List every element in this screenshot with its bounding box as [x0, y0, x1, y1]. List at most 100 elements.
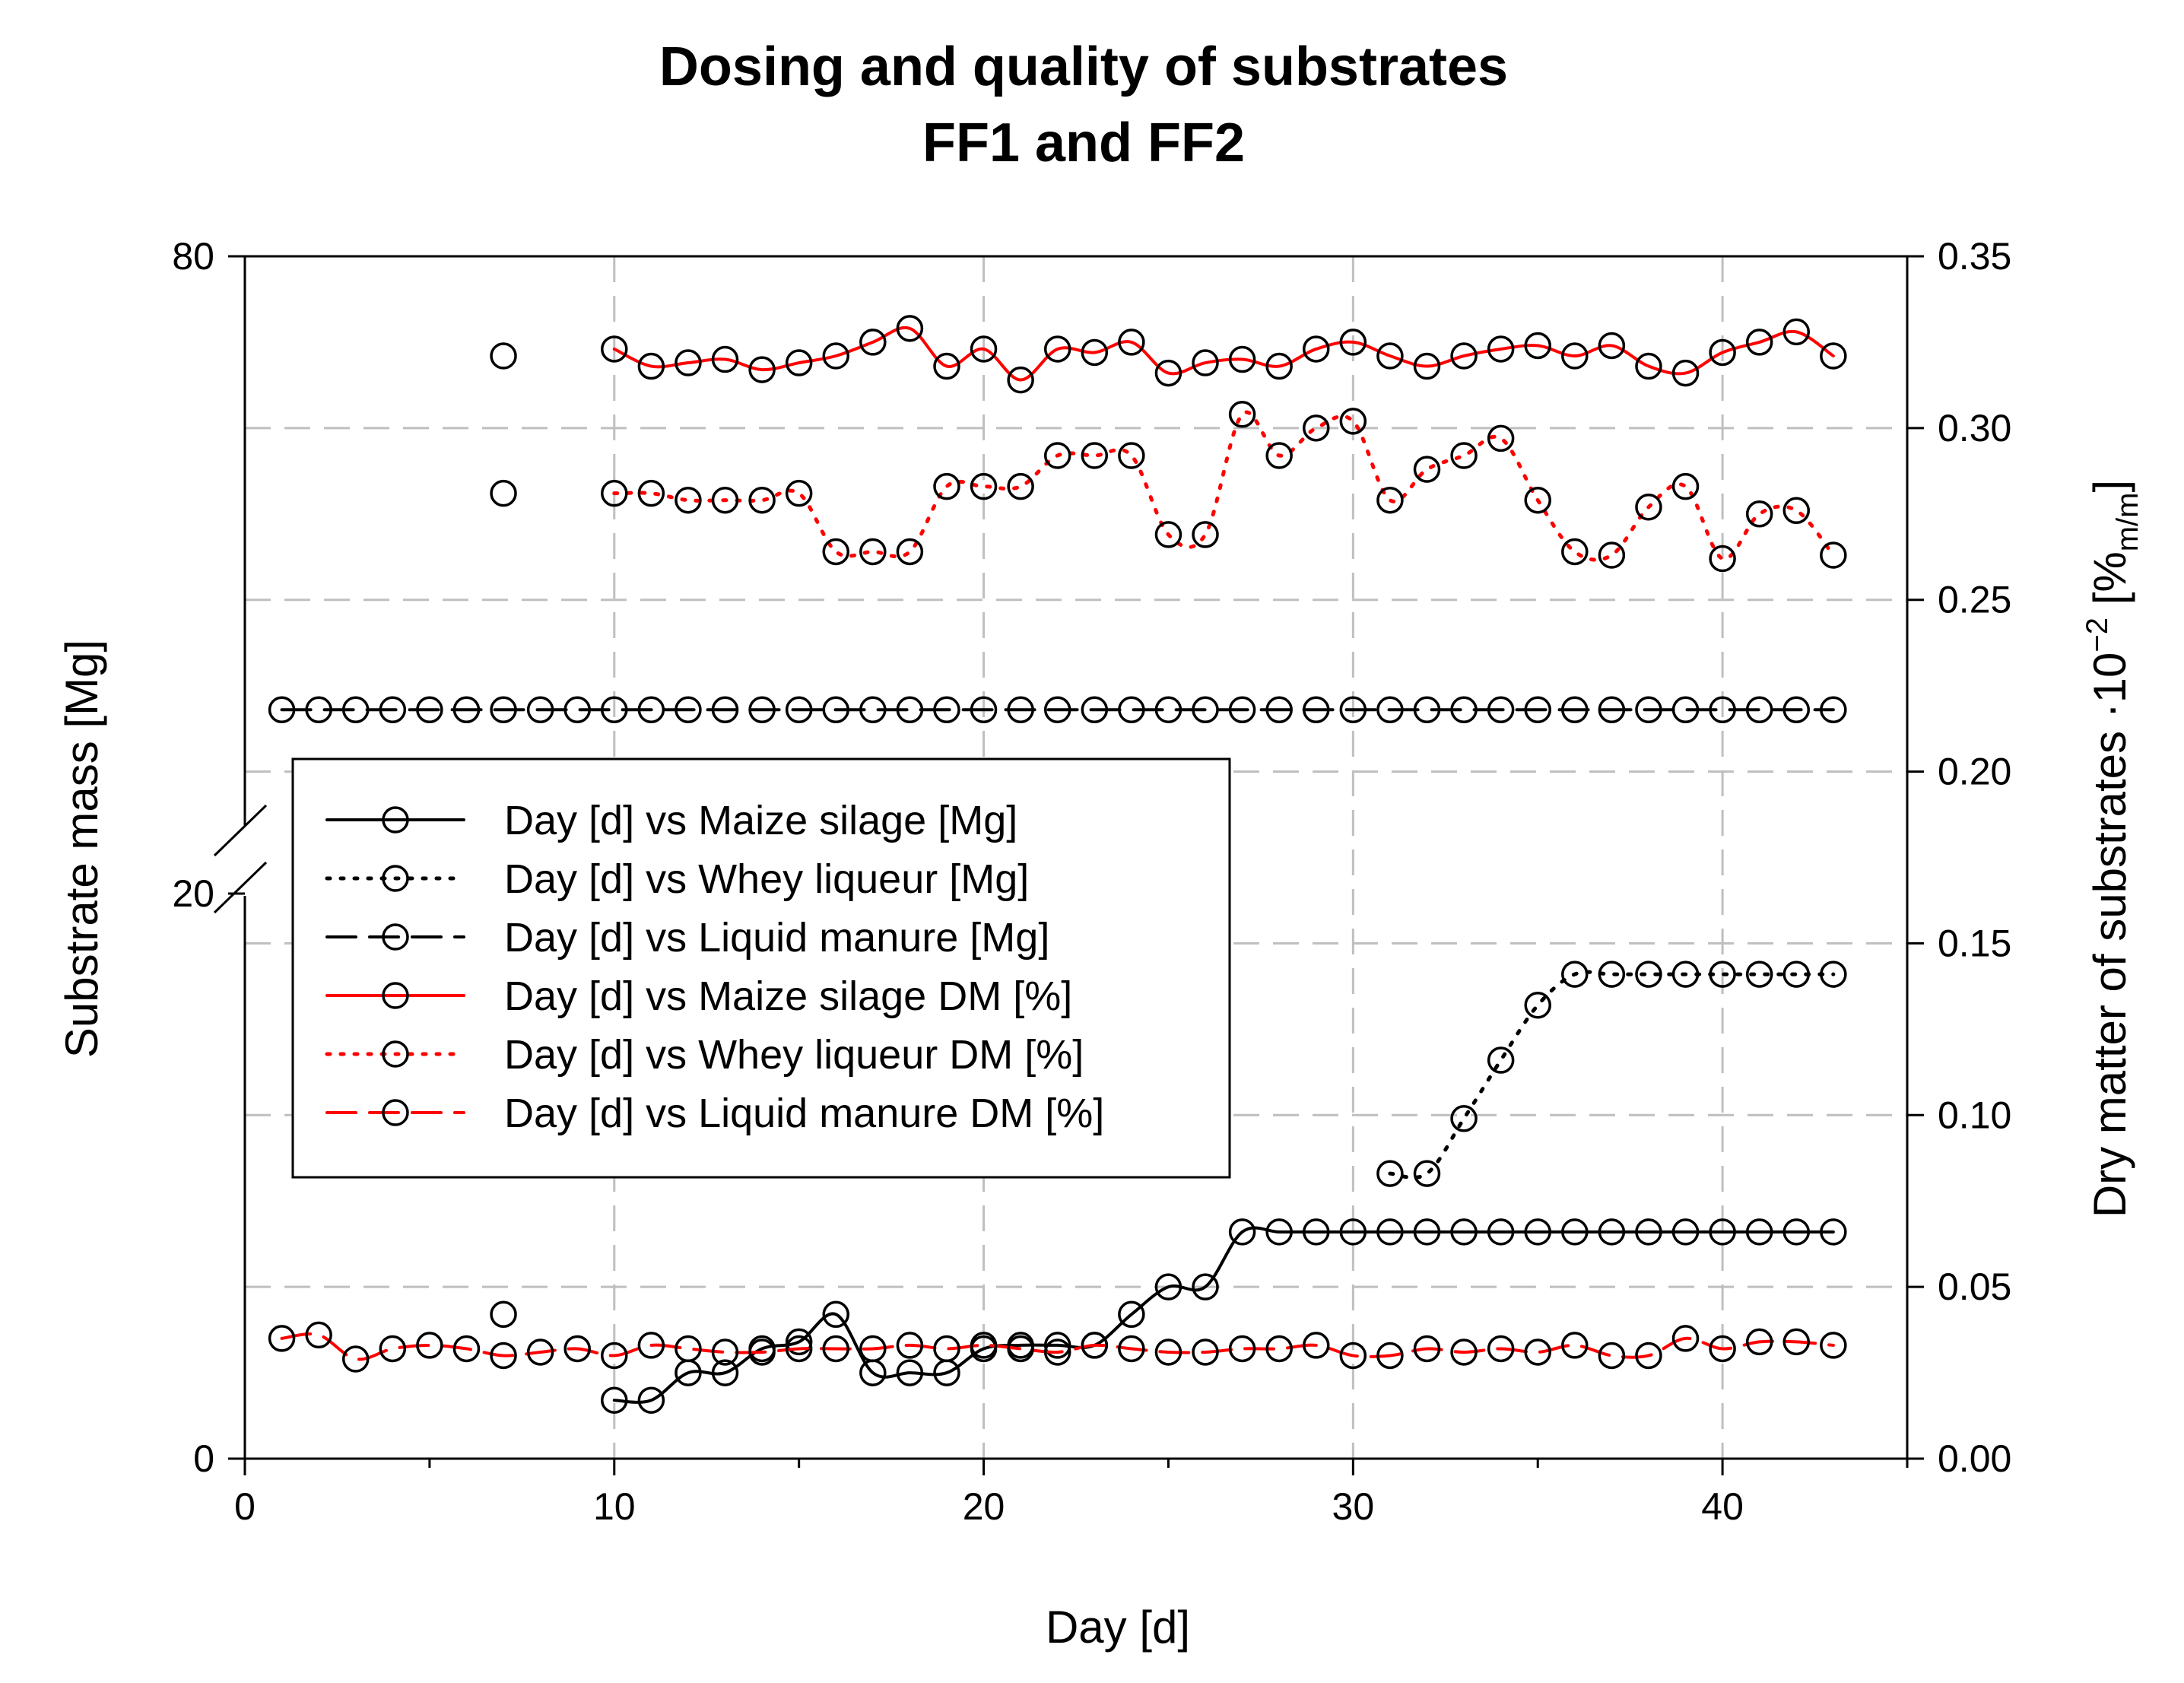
data-point — [1561, 696, 1589, 724]
data-point — [748, 356, 776, 383]
data-point — [1007, 472, 1034, 500]
y2-axis-label: Dry matter of substrates ·10−2 [%m/m] — [2081, 480, 2144, 1218]
data-point — [1376, 342, 1404, 370]
data-point — [1339, 329, 1367, 356]
data-point — [1265, 1335, 1293, 1363]
data-point — [785, 1328, 813, 1356]
data-point — [490, 479, 517, 507]
data-point — [1450, 1218, 1478, 1246]
data-point — [601, 1342, 628, 1370]
data-point — [1450, 1338, 1478, 1366]
data-point — [1376, 486, 1404, 514]
data-point — [785, 1335, 813, 1363]
data-point — [1154, 521, 1182, 548]
y-axis-label: Substrate mass [Mg] — [56, 640, 107, 1058]
data-point — [711, 345, 739, 373]
data-point — [822, 342, 849, 370]
data-point — [1709, 1218, 1736, 1246]
data-point — [1043, 442, 1071, 469]
data-point — [1671, 1218, 1700, 1246]
data-point — [1561, 961, 1589, 988]
data-point — [1007, 696, 1034, 724]
data-point — [711, 1338, 739, 1366]
axes: 0 10 20 30 40 0 20 80 0.00 0.05 0.10 0.15 0.20 0.25 0.… — [172, 235, 2011, 1528]
data-point — [1635, 494, 1662, 521]
data-point — [748, 696, 776, 724]
data-point — [1709, 696, 1736, 724]
data-point — [1376, 1342, 1404, 1370]
data-point — [1709, 338, 1736, 367]
data-point — [675, 486, 702, 514]
legend-label: Day [d] vs Whey liqueur DM [%] — [504, 1032, 1084, 1078]
data-point — [1450, 442, 1478, 469]
series-line — [280, 1332, 1835, 1361]
data-point — [268, 1325, 296, 1352]
data-point — [1671, 359, 1700, 387]
data-point — [1118, 329, 1145, 356]
data-point — [1709, 961, 1736, 988]
data-point — [1118, 442, 1145, 469]
y2-tick-label: 0.35 — [1938, 235, 2011, 278]
data-point — [1339, 408, 1367, 435]
data-point — [970, 696, 998, 724]
data-point — [1043, 335, 1071, 363]
data-point — [1154, 1338, 1182, 1366]
data-point — [1450, 342, 1478, 370]
data-point — [711, 696, 739, 724]
data-point — [1192, 696, 1219, 724]
data-point — [970, 1332, 998, 1359]
data-point — [1043, 1338, 1071, 1366]
legend-swatch-marker — [382, 923, 409, 951]
data-point — [601, 335, 628, 363]
legend-box — [291, 757, 1231, 1179]
data-point — [1154, 696, 1182, 724]
data-point — [822, 696, 849, 724]
data-point — [341, 1345, 370, 1373]
data-point — [416, 1332, 443, 1359]
data-point — [1413, 696, 1441, 724]
data-point — [896, 1359, 924, 1386]
data-point — [341, 696, 370, 724]
x-tick-label: 0 — [234, 1485, 256, 1528]
legend: Day [d] vs Maize silage [Mg] Day [d] vs W… — [291, 757, 1231, 1179]
data-point — [1303, 414, 1330, 442]
data-point — [1635, 1218, 1662, 1246]
data-point — [1081, 696, 1109, 724]
data-point — [1561, 1218, 1589, 1246]
data-point — [490, 696, 517, 724]
y-axis-break-mark — [213, 804, 268, 857]
data-point — [1228, 345, 1256, 373]
legend-label: Day [d] vs Whey liqueur [Mg] — [504, 856, 1029, 902]
data-point — [1192, 521, 1219, 548]
data-point — [1154, 359, 1182, 387]
data-point — [785, 696, 813, 724]
data-point — [1487, 424, 1515, 453]
data-point — [1265, 352, 1293, 380]
series-3 — [268, 696, 1847, 724]
data-point — [1635, 352, 1662, 380]
data-point — [1339, 696, 1367, 724]
data-point — [1782, 1218, 1811, 1246]
data-point — [490, 1342, 517, 1370]
data-point — [896, 1332, 924, 1359]
y2-tick-label: 0.05 — [1938, 1265, 2011, 1308]
data-point — [1303, 335, 1330, 363]
data-point — [1745, 1218, 1773, 1246]
data-point — [490, 1300, 517, 1329]
data-point — [1450, 696, 1478, 724]
data-point — [1561, 538, 1589, 566]
data-point — [1524, 991, 1551, 1019]
y2-tick-label: 0.30 — [1938, 407, 2011, 449]
data-point — [1820, 961, 1847, 988]
data-point — [1709, 1335, 1736, 1363]
data-point — [1376, 696, 1404, 724]
data-point — [1745, 1328, 1773, 1356]
data-point — [1303, 696, 1330, 724]
data-point — [896, 538, 924, 566]
legend-label: Day [d] vs Liquid manure [Mg] — [504, 915, 1049, 961]
data-point — [1820, 1218, 1847, 1246]
data-point — [268, 696, 296, 724]
data-point — [1487, 1335, 1515, 1363]
data-point — [1820, 696, 1847, 724]
